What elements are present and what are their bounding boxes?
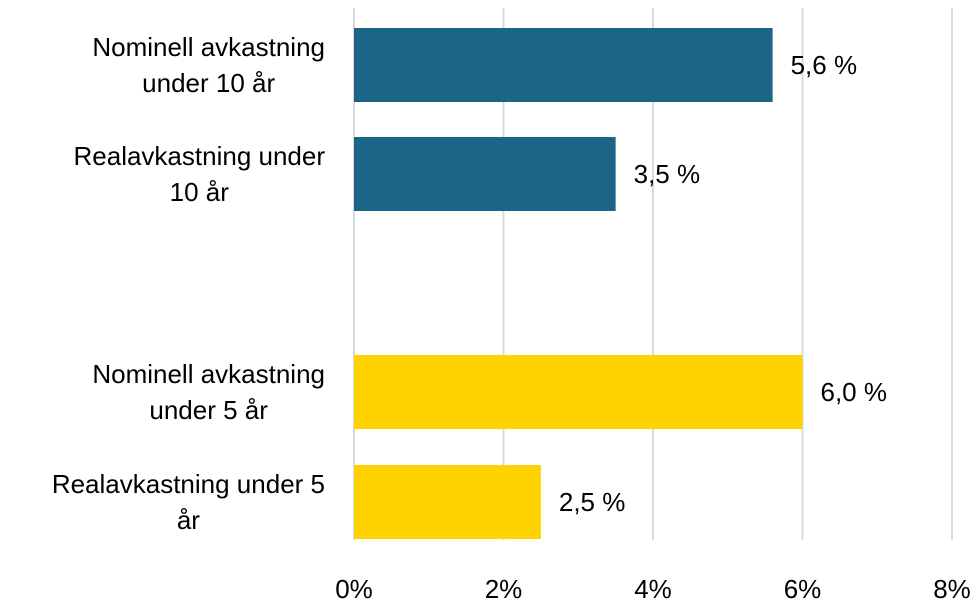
category-label-0: Nominell avkastning under 10 år	[92, 32, 325, 98]
category-label-1: Realavkastning under 10 år	[74, 141, 326, 207]
data-labels: 5,6 % 3,5 % 6,0 % 2,5 %	[559, 50, 887, 517]
x-tick-label-2: 4%	[634, 574, 672, 604]
category-label-2: Nominell avkastning under 5 år	[92, 359, 325, 425]
category-label-1-line-1: 10 år	[170, 177, 230, 207]
category-labels: Nominell avkastning under 10 år Realavkast…	[52, 32, 326, 535]
x-tick-label-1: 2%	[485, 574, 523, 604]
data-label-0: 5,6 %	[791, 50, 858, 80]
category-label-3-line-0: Realavkastning under 5	[52, 469, 325, 499]
data-label-1: 3,5 %	[634, 159, 701, 189]
bar-2	[354, 355, 803, 429]
bars	[354, 28, 803, 539]
category-label-0-line-0: Nominell avkastning	[92, 32, 325, 62]
bar-3	[354, 465, 541, 539]
category-label-0-line-1: under 10 år	[142, 68, 275, 98]
category-label-3: Realavkastning under 5 år	[52, 469, 325, 535]
category-label-1-line-0: Realavkastning under	[74, 141, 326, 171]
data-label-3: 2,5 %	[559, 487, 626, 517]
data-label-2: 6,0 %	[821, 377, 888, 407]
x-axis-tick-labels: 0% 2% 4% 6% 8%	[335, 574, 971, 604]
x-tick-label-4: 8%	[933, 574, 971, 604]
category-label-2-line-0: Nominell avkastning	[92, 359, 325, 389]
bar-1	[354, 137, 616, 211]
x-tick-label-3: 6%	[784, 574, 822, 604]
bar-0	[354, 28, 773, 102]
category-label-2-line-1: under 5 år	[149, 395, 268, 425]
category-label-3-line-1: år	[177, 505, 200, 535]
x-tick-label-0: 0%	[335, 574, 373, 604]
